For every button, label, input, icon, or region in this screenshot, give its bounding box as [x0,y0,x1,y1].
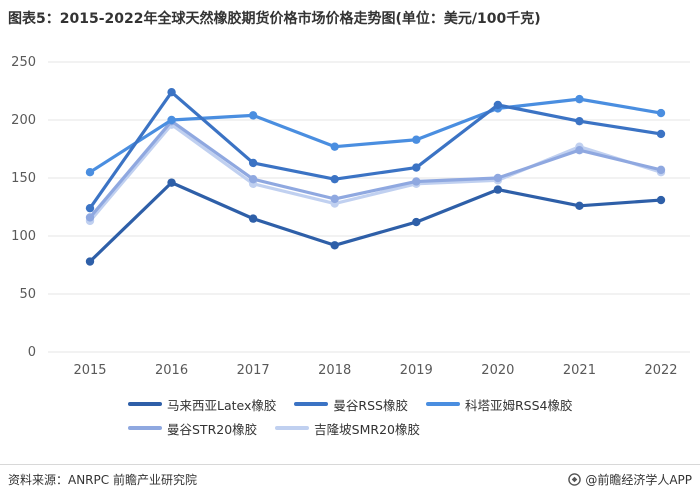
x-tick-label: 2020 [481,363,514,378]
y-tick-label: 100 [11,229,36,244]
legend-swatch [128,426,162,430]
data-point [656,165,666,175]
data-point [330,194,339,204]
x-tick-label: 2018 [318,363,351,378]
legend-item: 马来西亚Latex橡胶 [128,395,276,414]
legend-swatch [128,402,162,406]
data-point [248,158,258,168]
series-line [88,123,663,223]
data-point [412,177,421,186]
data-point [167,115,176,125]
legend-swatch [275,426,310,430]
footer-divider [0,464,700,465]
data-point [575,94,584,104]
series-lines [85,87,666,266]
data-point [330,241,339,250]
data-point [493,100,503,110]
data-point [493,173,503,183]
data-point [167,178,176,187]
series-line [88,119,663,220]
legend-swatch [294,402,329,406]
data-point [85,257,95,266]
data-point [575,201,584,211]
x-tick-label: 2015 [73,363,106,378]
legend-item: 曼谷RSS橡胶 [294,395,408,414]
brand-logo-icon [568,473,582,486]
data-point [167,87,176,97]
series-line [88,90,663,210]
legend-label: 曼谷RSS橡胶 [333,397,408,413]
brand-text: @前瞻经济学人APP [585,473,692,487]
legend-label: 科塔亚姆RSS4橡胶 [464,397,573,413]
data-point [575,145,584,155]
series-line [88,181,663,264]
y-tick-label: 150 [11,171,36,186]
data-point [330,142,339,151]
brand-mark: @前瞻经济学人APP [568,471,692,488]
x-tick-label: 2016 [155,363,188,378]
data-point [330,174,339,184]
source-note: 资料来源：ANRPC 前瞻产业研究院 [8,473,197,487]
legend-item: 曼谷STR20橡胶 [128,419,257,438]
data-point [656,129,666,139]
data-point [412,163,421,172]
legend-label: 曼谷STR20橡胶 [167,421,258,437]
data-point [656,108,666,118]
legend-label: 马来西亚Latex橡胶 [167,397,277,413]
data-point [85,168,95,177]
data-point [575,116,584,126]
data-point [656,195,666,205]
line-chart: 0 50 100 150 200 250 2015 2016 2017 2018 2019 2020… [11,55,690,378]
chart-title: 图表5：2015-2022年全球天然橡胶期货价格市场价格走势图(单位：美元/10… [8,11,541,27]
y-tick-label: 200 [11,113,36,128]
data-point [85,213,95,222]
data-point [248,111,258,120]
legend-item: 科塔亚姆RSS4橡胶 [425,395,573,414]
data-point [493,185,503,194]
x-tick-label: 2021 [563,363,596,378]
x-tick-label: 2017 [237,363,270,378]
y-tick-label: 0 [28,345,36,360]
y-tick-label: 50 [19,287,36,302]
y-axis-ticks: 0 50 100 150 200 250 [11,55,36,360]
data-point [412,135,421,144]
data-point [248,214,258,223]
y-tick-label: 250 [11,55,36,70]
x-tick-label: 2019 [400,363,433,378]
legend-label: 吉隆坡SMR20橡胶 [314,421,420,437]
legend-swatch [425,402,460,406]
data-point [248,174,258,184]
legend-item: 吉隆坡SMR20橡胶 [275,419,420,438]
x-tick-label: 2022 [644,363,677,378]
series-line [88,97,663,174]
x-axis-ticks: 2015 2016 2017 2018 2019 2020 2021 2022 [73,363,677,378]
data-point [412,217,421,227]
data-point [85,203,95,213]
